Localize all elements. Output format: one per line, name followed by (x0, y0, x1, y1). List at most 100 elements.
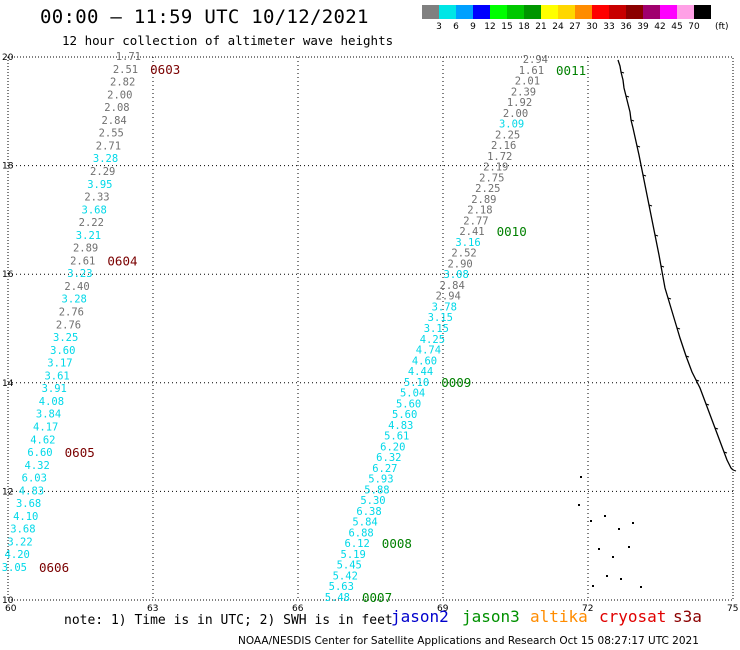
wave-height-label: 4.44 (408, 366, 433, 378)
wave-height-label: 2.00 (107, 89, 132, 101)
wave-height-label: 4.08 (39, 396, 64, 408)
wave-height-label: 2.76 (56, 319, 81, 331)
wave-height-label: 3.78 (432, 301, 457, 313)
wave-height-label: 3.23 (67, 268, 92, 280)
legend-swatch (694, 5, 711, 19)
time-label: 0604 (107, 253, 137, 268)
island (590, 520, 592, 522)
coastline (578, 59, 737, 588)
color-legend: (ft) 3 6 9 12 15 18 21 24 27 30 33 36 39 42 45 70 (422, 5, 729, 32)
coastline-detail (648, 204, 653, 207)
island (592, 585, 594, 587)
wave-height-label: 2.55 (99, 128, 124, 140)
wave-height-label: 3.61 (44, 370, 69, 382)
wave-height-label: 2.25 (495, 129, 520, 141)
wave-height-label: 2.51 (113, 64, 138, 76)
coastline-detail (642, 174, 647, 177)
wave-height-label: 2.19 (483, 162, 508, 174)
coastline-detail (714, 427, 719, 430)
time-label: 0011 (556, 63, 586, 78)
wave-height-label: 3.15 (428, 312, 453, 324)
x-tick-label: 66 (292, 604, 304, 614)
wave-height-label: 2.82 (110, 77, 135, 89)
wave-height-label: 4.25 (420, 334, 445, 346)
time-label: 0009 (441, 375, 471, 390)
island (628, 546, 630, 548)
wave-height-label: 2.84 (101, 115, 126, 127)
wave-height-label: 2.25 (475, 183, 500, 195)
wave-height-label: 3.68 (82, 204, 107, 216)
coastline-detail (625, 95, 630, 98)
island (618, 528, 620, 530)
wave-height-label: 1.61 (519, 65, 544, 77)
wave-height-label: 5.88 (364, 484, 389, 496)
wave-height-label: 2.61 (70, 255, 95, 267)
legend-tick-label: 6 (453, 22, 459, 32)
wave-height-label: 1.92 (507, 97, 532, 109)
wave-height-label: 5.45 (337, 560, 362, 572)
legend-altika: altika (530, 607, 588, 626)
legend-tick-label: 9 (470, 22, 476, 32)
wave-height-label: 2.77 (463, 215, 488, 227)
wave-height-label: 6.88 (348, 527, 373, 539)
legend-swatches (422, 5, 711, 19)
wave-height-label: 2.33 (84, 192, 109, 204)
wave-height-label: 4.83 (19, 485, 44, 497)
wave-height-label: 6.60 (27, 447, 52, 459)
wave-height-label: 6.03 (22, 473, 47, 485)
legend-swatch (439, 5, 456, 19)
legend-tick-label: 21 (535, 22, 547, 32)
y-tick-label: 14 (2, 379, 14, 389)
coastline-detail (620, 71, 625, 74)
y-tick-label: 12 (2, 487, 13, 497)
wave-height-label: 4.62 (30, 434, 55, 446)
wave-height-label: 3.25 (53, 332, 78, 344)
wave-height-label: 3.91 (42, 383, 67, 395)
wave-height-label: 2.39 (511, 86, 536, 98)
y-tick-label: 18 (2, 162, 14, 172)
wave-height-label: 2.89 (471, 194, 496, 206)
island (640, 586, 642, 588)
legend-swatch (558, 5, 575, 19)
wave-height-label: 2.29 (90, 166, 115, 178)
wave-height-label: 3.09 (499, 119, 524, 131)
island (580, 476, 582, 478)
x-tick-label: 69 (437, 604, 449, 614)
map-border (7, 56, 734, 601)
wave-height-label: 2.52 (451, 248, 476, 260)
wave-height-label: 4.17 (33, 421, 58, 433)
wave-height-label: 3.95 (87, 179, 112, 191)
wave-height-label: 5.30 (360, 495, 385, 507)
x-tick-label: 63 (147, 604, 158, 614)
coastline-detail (732, 469, 737, 472)
island (612, 556, 614, 558)
wave-height-label: 3.08 (444, 269, 469, 281)
island (604, 515, 606, 517)
wave-height-label: 3.60 (50, 345, 75, 357)
island (578, 504, 580, 506)
map-grid (7, 56, 734, 601)
wave-height-label: 1.72 (487, 151, 512, 163)
legend-tick-label: 24 (552, 22, 564, 32)
wave-height-label: 6.38 (356, 506, 381, 518)
wave-height-label: 2.76 (59, 307, 84, 319)
coastline-detail (705, 403, 710, 406)
coastline-detail (654, 234, 659, 237)
wave-height-label: 5.04 (400, 388, 425, 400)
wave-height-label: 3.22 (7, 536, 32, 548)
time-label: 0007 (362, 590, 392, 605)
axis-labels: 60 63 66 69 72 75 10 12 14 16 18 20 (2, 53, 738, 614)
island (606, 575, 608, 577)
legend-swatch (592, 5, 609, 19)
wave-height-label: 2.16 (491, 140, 516, 152)
legend-swatch (626, 5, 643, 19)
legend-swatch (541, 5, 558, 19)
legend-tick-label: 70 (688, 22, 700, 32)
legend-tick-label: 27 (569, 22, 581, 32)
time-label: 0605 (65, 445, 95, 460)
wave-height-label: 4.10 (13, 511, 38, 523)
legend-swatch (456, 5, 473, 19)
wave-height-label: 6.27 (372, 463, 397, 475)
wave-height-label: 3.05 (2, 562, 27, 574)
